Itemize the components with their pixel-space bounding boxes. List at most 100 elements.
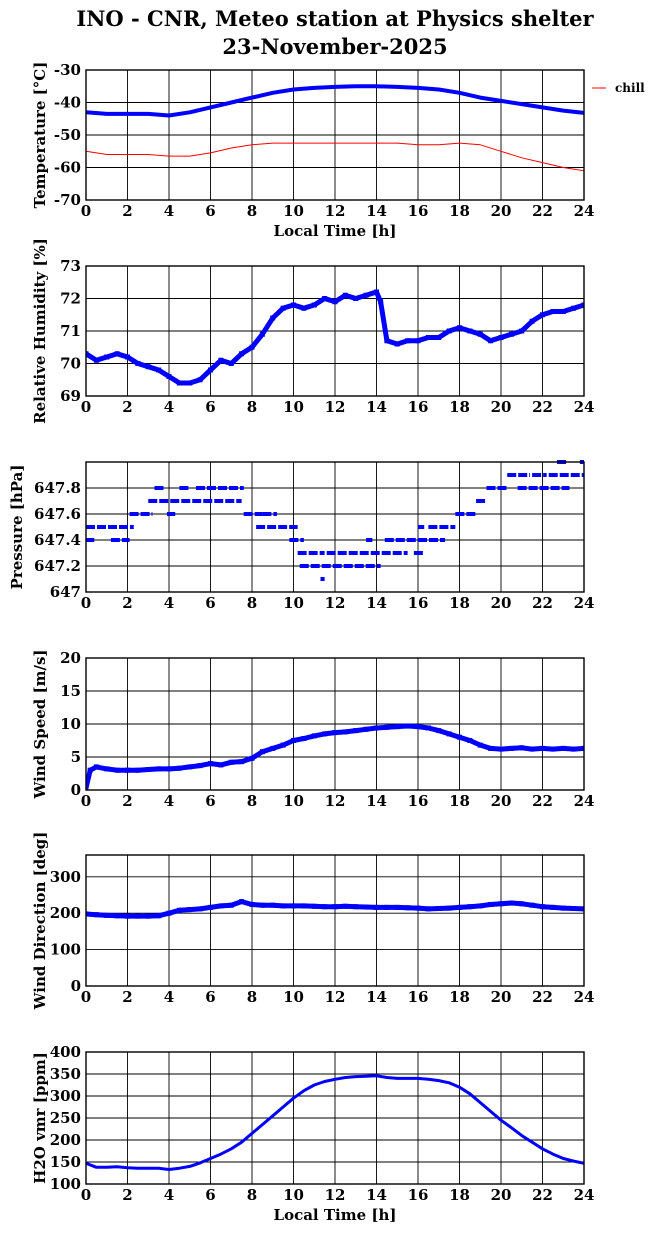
legend: chill — [592, 81, 645, 95]
x-tick-label: 14 — [366, 988, 387, 1006]
data-point — [342, 292, 348, 298]
data-point — [145, 364, 151, 370]
data-point — [176, 380, 182, 386]
data-point — [93, 912, 99, 918]
x-tick-label: 8 — [247, 594, 257, 612]
data-point — [488, 338, 494, 344]
x-tick-label: 4 — [164, 792, 174, 810]
data-point — [394, 341, 400, 347]
x-tick-label: 14 — [366, 594, 387, 612]
data-point — [581, 302, 584, 308]
data-point — [156, 913, 162, 919]
data-point — [218, 762, 224, 768]
y-axis-label: Pressure [hPa] — [8, 465, 26, 590]
x-tick-label: 20 — [491, 1186, 512, 1204]
x-tick-label: 10 — [283, 594, 304, 612]
y-tick-label: 70 — [60, 355, 81, 373]
figure-title-line1: INO - CNR, Meteo station at Physics shel… — [76, 6, 594, 31]
data-point — [87, 767, 93, 773]
chart-pressure: 0 2 4 6 8 10 12 14 16 18 20 22 24647647.2647.4647.66… — [8, 460, 594, 612]
data-point — [384, 724, 390, 730]
x-tick-label: 6 — [205, 988, 215, 1006]
x-tick-label: 14 — [366, 398, 387, 416]
data-point — [467, 738, 473, 743]
y-tick-label: 15 — [60, 682, 81, 700]
x-tick-label: 24 — [574, 1186, 595, 1204]
y-tick-label: 5 — [71, 748, 81, 766]
x-tick-label: 10 — [283, 398, 304, 416]
data-point — [508, 745, 514, 751]
data-point — [197, 377, 203, 383]
x-tick-label: 20 — [491, 594, 512, 612]
data-point — [498, 335, 504, 340]
x-tick-label: 0 — [81, 1186, 91, 1204]
data-point — [228, 759, 234, 765]
data-point — [529, 318, 535, 324]
data-point — [280, 305, 286, 311]
data-point — [197, 763, 203, 769]
data-point — [446, 731, 452, 737]
x-tick-label: 2 — [122, 594, 132, 612]
y-tick-label: 69 — [60, 387, 81, 405]
x-tick-label: 16 — [408, 792, 429, 810]
data-point — [405, 905, 411, 911]
data-point — [239, 759, 245, 765]
figure-title-line2: 23-November-2025 — [222, 34, 447, 59]
y-tick-label: 647.8 — [34, 479, 81, 497]
data-point — [104, 766, 110, 772]
data-point — [405, 723, 411, 729]
x-tick-label: 14 — [366, 792, 387, 810]
legend-label-chill: chill — [615, 81, 645, 95]
x-axis-label: Local Time [h] — [274, 222, 397, 240]
y-tick-label: 0 — [71, 781, 81, 799]
series-line-0 — [86, 84, 584, 118]
x-tick-label: 20 — [491, 792, 512, 810]
x-tick-label: 16 — [408, 988, 429, 1006]
plot-frame — [85, 854, 585, 987]
data-point — [342, 903, 348, 909]
y-tick-label: 100 — [50, 1175, 81, 1193]
data-point — [166, 374, 172, 379]
data-point — [332, 730, 338, 736]
x-tick-label: 2 — [122, 1186, 132, 1204]
data-point — [384, 904, 390, 910]
data-point — [363, 904, 369, 910]
data-point — [540, 904, 545, 910]
data-point — [332, 904, 338, 910]
data-point — [467, 904, 473, 910]
data-point — [571, 305, 577, 311]
data-point — [529, 902, 535, 908]
x-tick-label: 8 — [247, 1186, 257, 1204]
y-tick-label: -60 — [54, 159, 81, 177]
data-point — [104, 912, 110, 918]
x-tick-label: 6 — [205, 792, 215, 810]
x-tick-label: 12 — [325, 398, 346, 416]
data-layer — [86, 460, 584, 581]
x-tick-label: 10 — [283, 202, 304, 220]
data-point — [374, 904, 379, 910]
data-point — [270, 745, 276, 751]
x-tick-label: 4 — [164, 988, 174, 1006]
y-tick-label: 647.6 — [34, 505, 81, 523]
data-point — [259, 902, 265, 908]
x-tick-label: 16 — [408, 1186, 429, 1204]
data-point — [560, 309, 566, 314]
chart-h2o: 0 2 4 6 8 10 12 14 16 18 20 22 241001502002503003504… — [31, 1043, 594, 1224]
data-point — [394, 904, 400, 910]
y-tick-label: -50 — [54, 126, 81, 144]
x-tick-label: 16 — [408, 202, 429, 220]
x-tick-label: 8 — [247, 792, 257, 810]
chart-panels: 0 2 4 6 8 10 12 14 16 18 20 22 24-70-60-50-40-30Temp… — [8, 61, 645, 1224]
x-tick-label: 16 — [408, 398, 429, 416]
data-point — [125, 767, 130, 773]
data-point — [488, 901, 494, 907]
y-axis-label: Relative Humidity [%] — [31, 238, 49, 424]
data-point — [488, 745, 494, 751]
x-tick-label: 8 — [247, 398, 257, 416]
x-tick-label: 2 — [122, 792, 132, 810]
data-point — [135, 913, 141, 919]
x-tick-label: 6 — [205, 202, 215, 220]
data-point — [93, 357, 99, 363]
